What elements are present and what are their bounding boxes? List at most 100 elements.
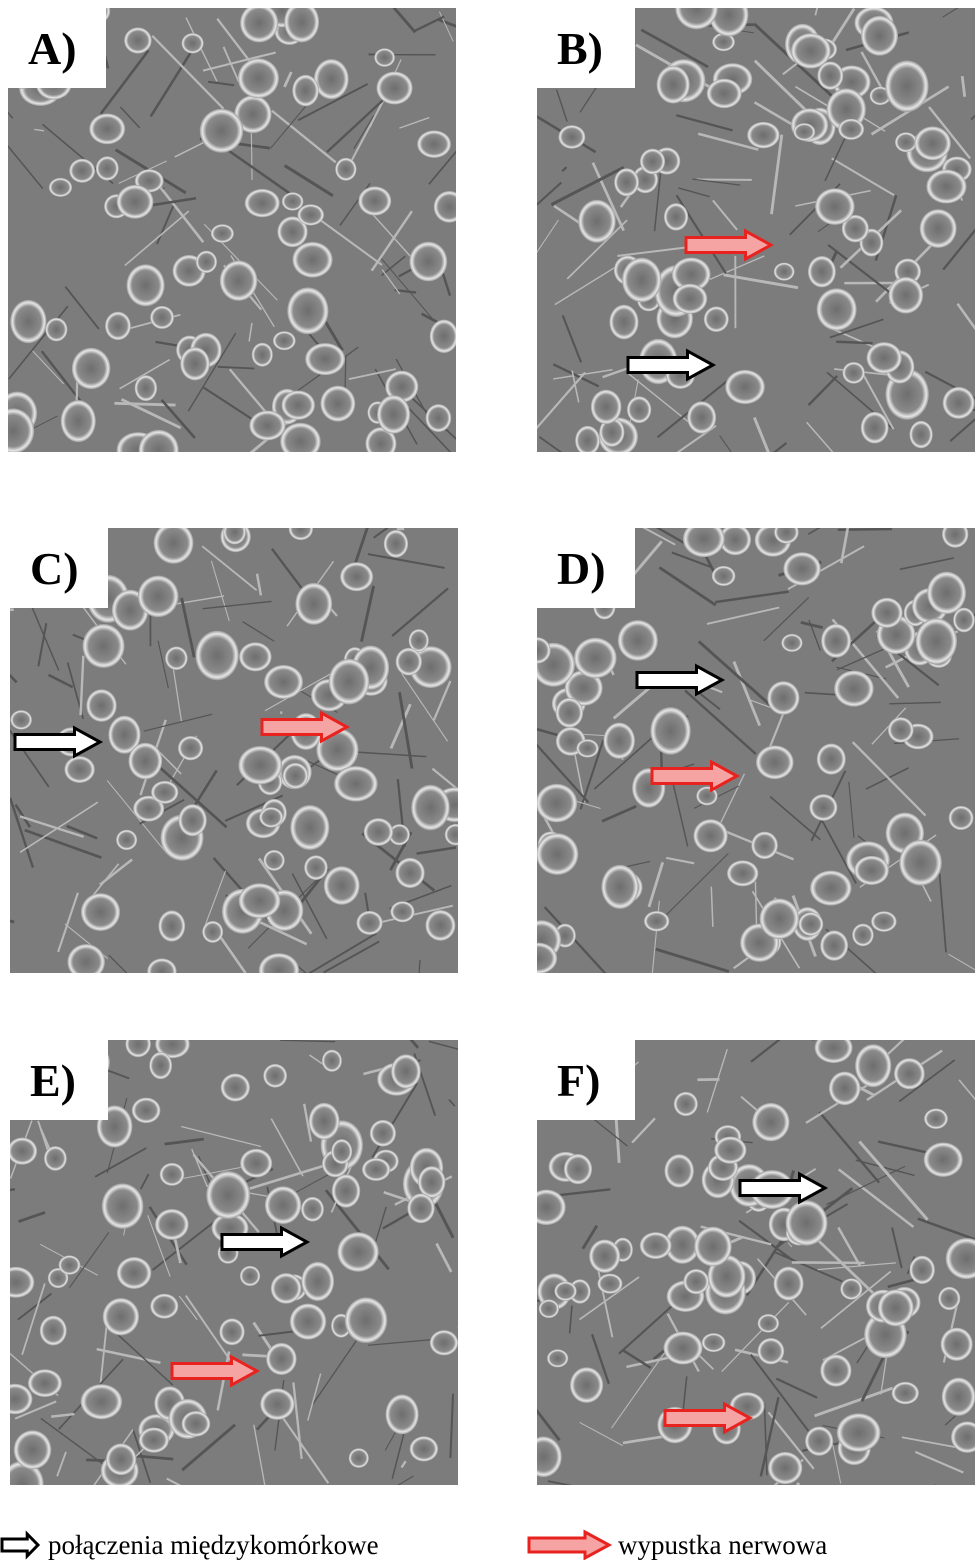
- cell: [927, 572, 966, 615]
- cell: [527, 1189, 566, 1225]
- cell: [663, 1332, 702, 1365]
- cell: [220, 260, 258, 301]
- cell: [756, 745, 794, 779]
- cell: [139, 1427, 169, 1452]
- cell: [116, 830, 137, 850]
- cell: [575, 426, 600, 456]
- cell: [7, 1138, 37, 1165]
- panel-label: A): [28, 23, 77, 74]
- cell: [924, 1142, 963, 1177]
- cell: [687, 401, 716, 433]
- cell: [295, 583, 332, 625]
- cell: [564, 1154, 592, 1184]
- legend-label: połączenia międzykomórkowe: [48, 1530, 379, 1560]
- cell: [64, 756, 94, 783]
- cell: [810, 870, 852, 905]
- cell: [126, 264, 164, 306]
- cell: [240, 3, 278, 42]
- cell: [747, 122, 780, 149]
- cell: [570, 1367, 603, 1403]
- cell: [591, 390, 622, 425]
- cell: [335, 158, 356, 181]
- cell: [627, 396, 651, 423]
- cell: [238, 746, 282, 785]
- cell: [866, 342, 901, 373]
- cell: [410, 1436, 438, 1461]
- cell: [290, 805, 329, 850]
- cell: [240, 1266, 260, 1286]
- cell: [249, 411, 285, 441]
- cell: [155, 1209, 189, 1240]
- cell: [195, 631, 238, 680]
- cell: [182, 1411, 211, 1437]
- cell: [223, 519, 246, 544]
- cell: [211, 224, 234, 243]
- neurite: [0, 371, 8, 417]
- cell: [81, 893, 120, 931]
- cell: [536, 833, 578, 875]
- cell: [758, 1314, 779, 1333]
- cell: [72, 348, 111, 389]
- cell: [815, 1032, 853, 1063]
- cell: [774, 263, 795, 281]
- cell: [69, 159, 95, 183]
- cell: [266, 1343, 297, 1375]
- cell: [292, 242, 332, 278]
- cell: [418, 1166, 445, 1198]
- legend-label: wypustka nerwowa: [618, 1530, 827, 1560]
- cell: [861, 16, 898, 56]
- cell: [273, 331, 296, 350]
- cell: [290, 1303, 327, 1339]
- cell: [820, 930, 848, 960]
- cell: [125, 1031, 151, 1057]
- cell: [751, 832, 778, 860]
- cell: [103, 1298, 139, 1335]
- cell: [150, 1294, 178, 1319]
- cell: [942, 1378, 975, 1416]
- panel-label: E): [30, 1055, 76, 1106]
- cell: [622, 258, 661, 303]
- cell: [219, 1318, 244, 1345]
- cell: [245, 189, 280, 217]
- cell: [725, 370, 765, 404]
- cell: [332, 1174, 361, 1207]
- cell: [949, 806, 974, 830]
- white-arrow: [2, 1534, 38, 1556]
- cell: [329, 659, 370, 705]
- cell: [59, 1255, 81, 1274]
- cell: [871, 911, 897, 932]
- cell: [916, 618, 957, 664]
- cell: [320, 386, 355, 422]
- cell: [854, 856, 889, 885]
- cell: [434, 191, 465, 223]
- cell: [271, 1273, 302, 1304]
- cell: [331, 1139, 352, 1164]
- neurite: [838, 529, 892, 530]
- cell: [28, 1369, 62, 1397]
- cell: [304, 855, 328, 880]
- cell: [356, 911, 382, 935]
- cell: [895, 132, 917, 152]
- cell: [14, 1430, 52, 1469]
- cell: [773, 1267, 803, 1301]
- neurite: [737, 1024, 814, 1040]
- cell: [888, 717, 914, 742]
- cell: [374, 48, 395, 67]
- cell: [206, 1171, 250, 1219]
- cell: [252, 343, 273, 367]
- cell: [239, 642, 272, 671]
- cell: [158, 910, 185, 941]
- cell: [417, 130, 451, 158]
- cell: [364, 818, 393, 846]
- cell: [673, 284, 708, 314]
- neurite: [783, 469, 789, 531]
- cell: [920, 209, 957, 248]
- cell: [614, 168, 639, 196]
- cell: [154, 522, 194, 564]
- cell: [128, 743, 162, 780]
- cell: [160, 1163, 185, 1186]
- cell: [263, 1064, 287, 1088]
- cell: [117, 185, 154, 219]
- cell: [445, 824, 467, 845]
- cell: [362, 1158, 390, 1181]
